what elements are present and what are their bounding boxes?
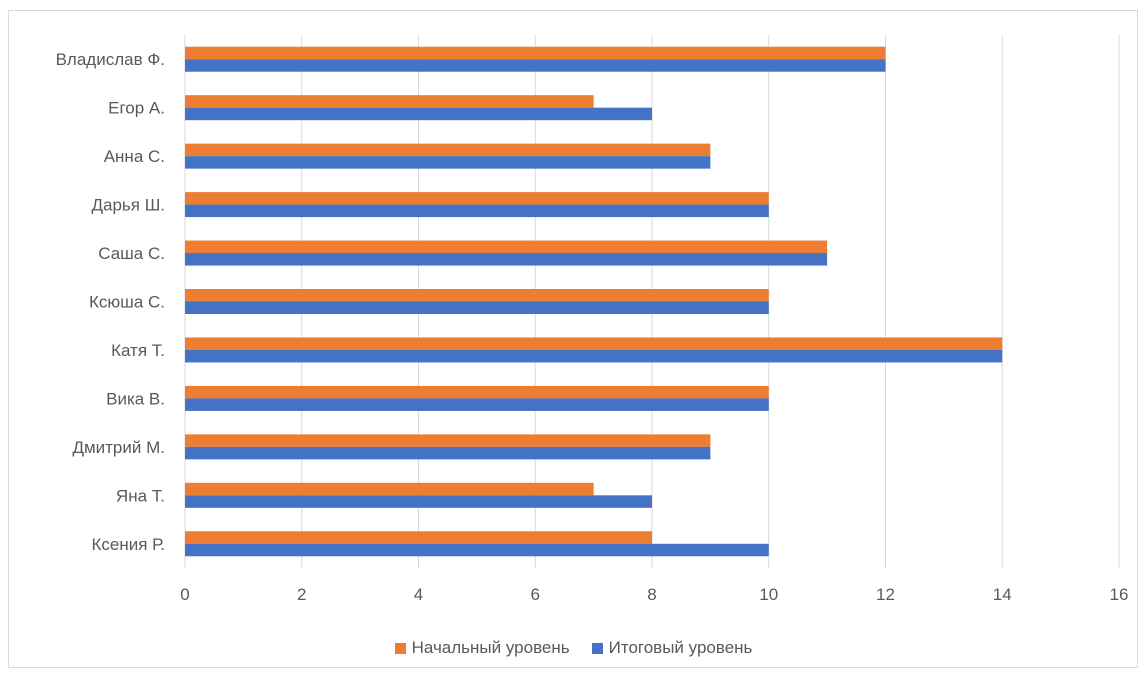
legend-swatch-final: [591, 642, 603, 654]
category-label: Яна Т.: [116, 486, 165, 505]
x-tick-label: 10: [759, 585, 778, 604]
bar-final: [185, 349, 1003, 363]
bar-final: [185, 204, 769, 218]
bar-final: [185, 543, 769, 557]
bar-initial: [185, 143, 711, 157]
bars: [185, 46, 1003, 557]
legend-swatch-initial: [394, 642, 406, 654]
legend-label-final: Итоговый уровень: [608, 638, 753, 657]
bar-initial: [185, 531, 652, 544]
category-label: Ксюша С.: [89, 293, 165, 312]
bar-final: [185, 156, 711, 169]
x-tick-label: 6: [531, 585, 540, 604]
bar-initial: [185, 434, 711, 447]
bar-initial: [185, 337, 1003, 350]
bar-initial: [185, 385, 769, 399]
legend-label-initial: Начальный уровень: [411, 638, 570, 657]
bar-initial: [185, 46, 886, 60]
bar-final: [185, 301, 769, 314]
bar-final: [185, 446, 711, 460]
bar-initial: [185, 289, 769, 302]
category-label: Дмитрий М.: [72, 438, 165, 457]
legend-item-final: Итоговый уровень: [591, 638, 753, 658]
x-tick-label: 0: [180, 585, 189, 604]
x-tick-label: 2: [297, 585, 306, 604]
bar-final: [185, 398, 769, 411]
bar-initial: [185, 192, 769, 205]
x-tick-label: 14: [993, 585, 1012, 604]
category-label: Ксения Р.: [91, 535, 165, 554]
x-tick-label: 8: [647, 585, 656, 604]
category-labels: Владислав Ф. Егор А. Анна С. Дарья Ш. Саша С…: [56, 50, 165, 554]
bar-initial: [185, 95, 594, 108]
legend-item-initial: Начальный уровень: [394, 638, 570, 658]
bar-initial: [185, 240, 828, 254]
bar-final: [185, 253, 828, 266]
category-label: Вика В.: [106, 389, 165, 408]
bar-final: [185, 495, 652, 508]
x-tick-label: 16: [1110, 585, 1129, 604]
category-label: Дарья Ш.: [91, 196, 165, 215]
x-tick-label: 4: [414, 585, 423, 604]
tick-labels: 0 2 4 6 8 10 12 14 16: [180, 585, 1128, 604]
bar-final: [185, 59, 886, 72]
x-tick-label: 12: [876, 585, 895, 604]
category-label: Егор А.: [108, 99, 165, 118]
legend: Начальный уровень Итоговый уровень: [0, 636, 1147, 660]
category-label: Саша С.: [98, 244, 165, 263]
bar-initial: [185, 482, 594, 496]
category-label: Анна С.: [104, 147, 165, 166]
bar-final: [185, 107, 652, 121]
category-label: Катя Т.: [111, 341, 165, 360]
category-label: Владислав Ф.: [56, 50, 165, 69]
